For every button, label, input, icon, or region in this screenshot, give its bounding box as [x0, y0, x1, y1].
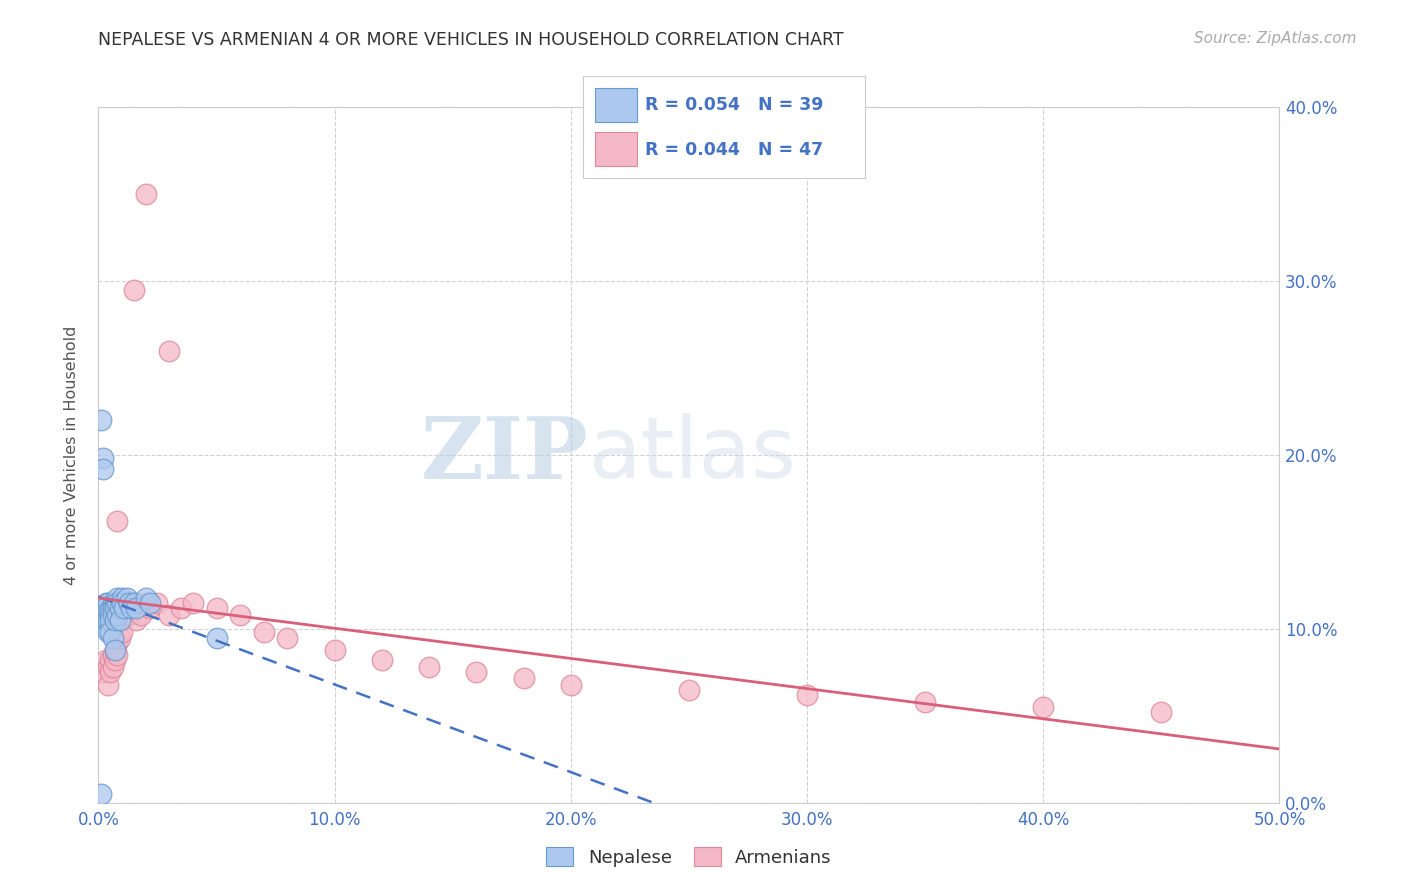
Point: [796, 688, 818, 702]
Point: [91, 665, 114, 680]
Point: [121, 601, 143, 615]
Point: [418, 660, 440, 674]
Point: [122, 596, 145, 610]
Point: [111, 591, 134, 605]
Point: [135, 591, 157, 605]
Point: [125, 601, 148, 615]
Point: [118, 596, 141, 610]
Point: [115, 591, 138, 605]
Point: [98, 605, 121, 619]
Point: [146, 596, 169, 610]
Point: [97, 613, 120, 627]
Point: [205, 631, 228, 645]
Point: [105, 596, 128, 610]
Point: [108, 613, 131, 627]
Text: R = 0.054   N = 39: R = 0.054 N = 39: [645, 95, 824, 113]
Point: [512, 671, 534, 685]
Point: [105, 607, 128, 622]
Bar: [595, 132, 637, 166]
Point: [101, 631, 124, 645]
Point: [94, 613, 117, 627]
Point: [122, 596, 145, 610]
Legend: Nepalese, Armenians: Nepalese, Armenians: [538, 840, 839, 874]
Bar: [595, 88, 637, 122]
Point: [98, 607, 121, 622]
Point: [1150, 706, 1173, 720]
Text: atlas: atlas: [589, 413, 797, 497]
Point: [323, 642, 346, 657]
Point: [129, 607, 152, 622]
Point: [122, 283, 145, 297]
Point: [97, 596, 120, 610]
Point: [560, 677, 582, 691]
Point: [139, 601, 162, 615]
Point: [94, 653, 117, 667]
Point: [108, 631, 131, 645]
Point: [98, 613, 121, 627]
Point: [253, 625, 276, 640]
Point: [135, 187, 157, 202]
Point: [111, 596, 134, 610]
Point: [101, 601, 124, 615]
Point: [111, 613, 134, 627]
Point: [139, 596, 162, 610]
Point: [98, 653, 121, 667]
Point: [91, 451, 114, 466]
Point: [97, 660, 120, 674]
Point: [101, 660, 124, 674]
Point: [97, 605, 120, 619]
Point: [229, 607, 252, 622]
Point: [170, 601, 193, 615]
Point: [90, 787, 112, 801]
Point: [104, 642, 127, 657]
Point: [104, 596, 127, 610]
Point: [125, 613, 148, 627]
Text: Source: ZipAtlas.com: Source: ZipAtlas.com: [1194, 31, 1357, 46]
Point: [104, 642, 127, 657]
Point: [1032, 700, 1054, 714]
Point: [101, 607, 124, 622]
Point: [97, 625, 120, 640]
Point: [157, 607, 180, 622]
Point: [105, 591, 128, 605]
Point: [678, 682, 700, 697]
Y-axis label: 4 or more Vehicles in Household: 4 or more Vehicles in Household: [65, 326, 79, 584]
Point: [90, 413, 112, 427]
Point: [105, 648, 128, 662]
Point: [112, 601, 135, 615]
Text: NEPALESE VS ARMENIAN 4 OR MORE VEHICLES IN HOUSEHOLD CORRELATION CHART: NEPALESE VS ARMENIAN 4 OR MORE VEHICLES …: [98, 31, 844, 49]
Point: [914, 695, 936, 709]
Point: [94, 601, 117, 615]
Point: [135, 596, 157, 610]
Point: [115, 596, 138, 610]
Point: [371, 653, 394, 667]
Point: [121, 601, 143, 615]
Point: [97, 677, 120, 691]
Point: [112, 607, 135, 622]
Text: R = 0.044   N = 47: R = 0.044 N = 47: [645, 141, 824, 159]
Point: [101, 648, 124, 662]
Point: [104, 601, 127, 615]
Point: [205, 601, 228, 615]
Point: [98, 665, 121, 680]
Point: [104, 653, 127, 667]
Text: ZIP: ZIP: [420, 413, 589, 497]
Point: [105, 636, 128, 650]
Point: [276, 631, 298, 645]
Point: [91, 462, 114, 476]
Point: [118, 607, 141, 622]
Point: [111, 625, 134, 640]
Point: [104, 613, 127, 627]
Point: [181, 596, 204, 610]
Point: [94, 596, 117, 610]
Point: [157, 343, 180, 358]
Point: [105, 514, 128, 528]
Point: [101, 596, 124, 610]
Point: [108, 601, 131, 615]
Point: [465, 665, 488, 680]
Point: [98, 625, 121, 640]
